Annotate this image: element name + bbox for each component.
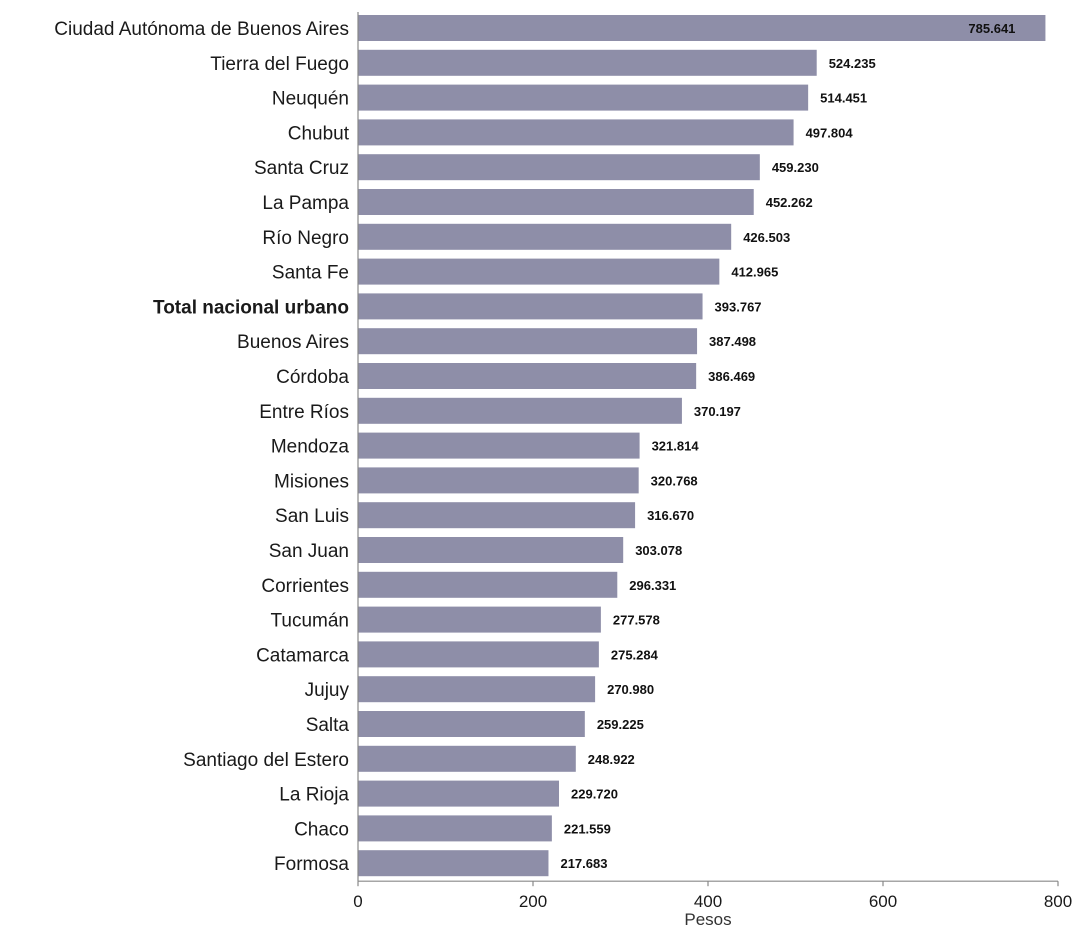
bar [358, 537, 624, 563]
category-label: Catamarca [256, 645, 349, 666]
x-tick-label: 800 [1044, 892, 1072, 911]
data-label: 386.469 [708, 369, 755, 384]
bar [358, 154, 760, 181]
bars-layer [358, 15, 1046, 877]
x-tick-label: 200 [519, 892, 547, 911]
data-label: 248.922 [588, 752, 635, 767]
bar [358, 15, 1046, 41]
category-label: San Luis [275, 506, 349, 527]
bar [358, 467, 639, 494]
bar [358, 850, 549, 877]
bar [358, 84, 809, 111]
bar [358, 328, 698, 355]
data-label: 412.965 [731, 265, 778, 280]
data-label: 497.804 [806, 125, 854, 140]
bar [358, 711, 585, 737]
data-label: 259.225 [597, 717, 644, 732]
data-label: 514.451 [820, 91, 867, 106]
bar [358, 432, 640, 459]
bar [358, 49, 817, 76]
category-label: La Rioja [279, 785, 349, 806]
bar [358, 293, 703, 320]
category-label: Buenos Aires [237, 332, 349, 353]
x-tick-label: 0 [353, 892, 362, 911]
data-label: 459.230 [772, 160, 819, 175]
bar [358, 363, 697, 389]
data-label: 426.503 [743, 230, 790, 245]
category-label: Neuquén [272, 89, 349, 110]
data-label: 393.767 [715, 299, 762, 314]
category-label: Chubut [288, 123, 350, 144]
bar [358, 676, 596, 703]
category-label: Corrientes [261, 576, 349, 597]
data-label: 785.641 [968, 21, 1015, 36]
x-axis-ticks: 0 200 400 600 800 [353, 881, 1072, 911]
bar [358, 780, 560, 807]
category-label: Entre Ríos [259, 402, 349, 423]
data-label: 303.078 [635, 543, 682, 558]
data-label: 221.559 [564, 821, 611, 836]
bar [358, 641, 599, 668]
data-label: 296.331 [629, 578, 676, 593]
category-label: Total nacional urbano [153, 297, 349, 318]
category-label: La Pampa [262, 193, 349, 214]
bar [358, 223, 732, 250]
data-label: 370.197 [694, 404, 741, 419]
category-label: Río Negro [262, 228, 349, 249]
data-label: 217.683 [560, 856, 607, 871]
category-label: Santiago del Estero [183, 750, 349, 771]
category-label: San Juan [269, 541, 349, 562]
category-label: Misiones [274, 471, 349, 492]
category-label: Jujuy [305, 680, 350, 701]
bar [358, 502, 636, 529]
bar [358, 189, 754, 215]
x-tick-label: 600 [869, 892, 897, 911]
x-axis-title: Pesos [684, 910, 731, 929]
bar [358, 815, 552, 842]
category-label: Santa Cruz [254, 158, 349, 179]
category-label: Ciudad Autónoma de Buenos Aires [54, 19, 349, 40]
data-label: 452.262 [766, 195, 813, 210]
category-label: Tucumán [271, 611, 350, 632]
data-label: 387.498 [709, 334, 756, 349]
data-label: 316.670 [647, 508, 694, 523]
data-label: 270.980 [607, 682, 654, 697]
data-label: 320.768 [651, 473, 698, 488]
category-label: Formosa [274, 854, 349, 875]
category-label: Santa Fe [272, 263, 349, 284]
data-label: 524.235 [829, 56, 876, 71]
category-label: Córdoba [276, 367, 349, 388]
category-label: Chaco [294, 819, 349, 840]
bar [358, 397, 682, 424]
bar [358, 258, 720, 285]
data-label: 277.578 [613, 613, 660, 628]
bar [358, 571, 618, 598]
data-label: 321.814 [652, 439, 700, 454]
data-label: 229.720 [571, 787, 618, 802]
value-labels: 785.641 524.235 514.451 497.804 459.230 452.2… [560, 21, 1015, 871]
category-label: Mendoza [271, 437, 350, 458]
bar [358, 745, 576, 772]
bar [358, 119, 794, 146]
data-label: 275.284 [611, 647, 659, 662]
x-tick-label: 400 [694, 892, 722, 911]
category-label: Tierra del Fuego [210, 54, 349, 75]
bar [358, 606, 601, 633]
category-labels: Ciudad Autónoma de Buenos Aires Tierra de… [54, 19, 349, 875]
category-label: Salta [306, 715, 350, 736]
